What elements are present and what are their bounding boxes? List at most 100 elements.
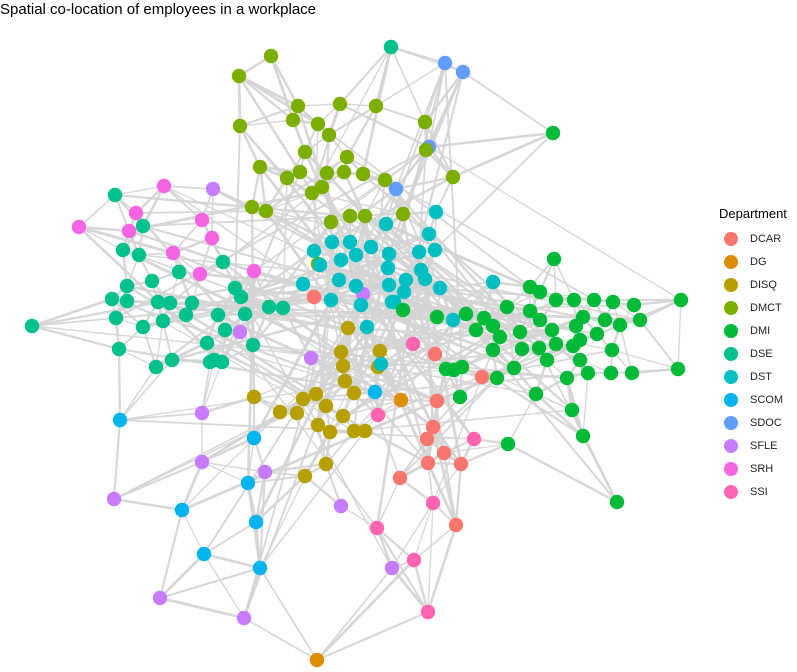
edge	[201, 395, 255, 415]
node-dcar	[429, 393, 445, 409]
node-sfle	[232, 324, 248, 340]
node-disq	[372, 343, 388, 359]
node-dst	[342, 234, 358, 250]
edge	[460, 442, 509, 466]
node-dmi	[532, 312, 548, 328]
edge	[413, 524, 457, 561]
node-dmct	[310, 116, 326, 132]
edge	[201, 461, 266, 473]
edge	[239, 105, 299, 127]
edge	[317, 123, 531, 288]
node-dst	[417, 271, 433, 287]
edge	[376, 527, 429, 613]
edge	[390, 46, 426, 123]
node-srh	[204, 230, 220, 246]
node-disq	[335, 408, 351, 424]
legend-swatch	[724, 346, 738, 361]
edge	[142, 211, 437, 227]
edge	[328, 105, 377, 136]
chart-title: Spatial co-location of employees in a wo…	[0, 1, 317, 18]
edge	[462, 71, 554, 134]
edge	[316, 610, 429, 662]
node-dst	[380, 260, 396, 276]
edge	[203, 553, 245, 619]
edge	[238, 125, 262, 168]
legend-swatch	[724, 484, 738, 499]
legend-label: DMCT	[750, 301, 782, 314]
node-dmct	[258, 203, 274, 219]
node-dse	[178, 307, 194, 323]
node-sfle	[194, 454, 210, 470]
node-dse	[144, 273, 160, 289]
edge	[412, 559, 430, 613]
legend-item-disq: DISQ	[719, 273, 797, 296]
node-dst	[396, 284, 412, 300]
edge	[376, 477, 401, 529]
edge	[390, 567, 430, 613]
node-dcar	[392, 470, 408, 486]
edge	[159, 553, 205, 599]
node-dse	[162, 295, 178, 311]
edge	[237, 75, 242, 127]
legend-label: SCOM	[750, 393, 783, 406]
edge	[117, 348, 122, 421]
edge	[519, 331, 613, 351]
edge	[324, 463, 343, 507]
node-sfle	[303, 350, 319, 366]
node-dcar	[448, 517, 464, 533]
node-dmi	[603, 365, 619, 381]
node-disq	[308, 386, 324, 402]
node-sfle	[257, 464, 273, 480]
node-dmct	[342, 208, 358, 224]
node-dcar	[427, 346, 443, 362]
node-disq	[335, 358, 351, 374]
node-dst	[306, 243, 322, 259]
node-dmct	[244, 199, 260, 215]
legend-item-ssi: SSI	[719, 480, 797, 503]
node-dmi	[485, 318, 501, 334]
node-dmct	[321, 127, 337, 143]
node-dmi	[548, 292, 564, 308]
edge	[423, 121, 455, 178]
edge	[376, 527, 415, 561]
node-dse	[155, 313, 171, 329]
edge	[237, 75, 302, 173]
node-dst	[421, 226, 437, 242]
node-dse	[111, 341, 127, 357]
node-dmct	[417, 114, 433, 130]
edge	[355, 212, 404, 257]
edge	[553, 258, 575, 301]
node-dmi	[609, 494, 625, 510]
node-dmct	[319, 165, 335, 181]
edge	[114, 185, 165, 196]
edge	[265, 209, 438, 319]
node-dmi	[612, 317, 628, 333]
node-dmi	[539, 352, 555, 368]
node-dst	[359, 319, 375, 335]
edge	[391, 502, 434, 569]
legend-label: SDOC	[750, 416, 782, 429]
node-dst	[363, 239, 379, 255]
node-srh	[71, 219, 87, 235]
node-dmi	[506, 360, 522, 376]
node-dst	[331, 272, 347, 288]
node-dmct	[252, 159, 268, 175]
node-dmi	[575, 428, 591, 444]
node-dmi	[626, 297, 642, 313]
node-dmi	[545, 125, 561, 141]
edge	[141, 185, 166, 227]
node-sdoc	[455, 64, 471, 80]
legend-item-dcar: DCAR	[719, 227, 797, 250]
legend-swatch	[724, 392, 738, 407]
node-dse	[237, 306, 253, 322]
node-dmi	[589, 326, 605, 342]
node-dse	[171, 264, 187, 280]
legend: Department DCAR DG DISQ DMCT DMI DSE DST SCOM SD…	[719, 206, 797, 503]
edge	[203, 552, 261, 570]
edge	[428, 146, 682, 301]
node-disq	[272, 404, 288, 420]
edge	[265, 156, 348, 212]
edge	[259, 430, 366, 569]
node-srh	[192, 266, 208, 282]
edge	[418, 251, 485, 319]
